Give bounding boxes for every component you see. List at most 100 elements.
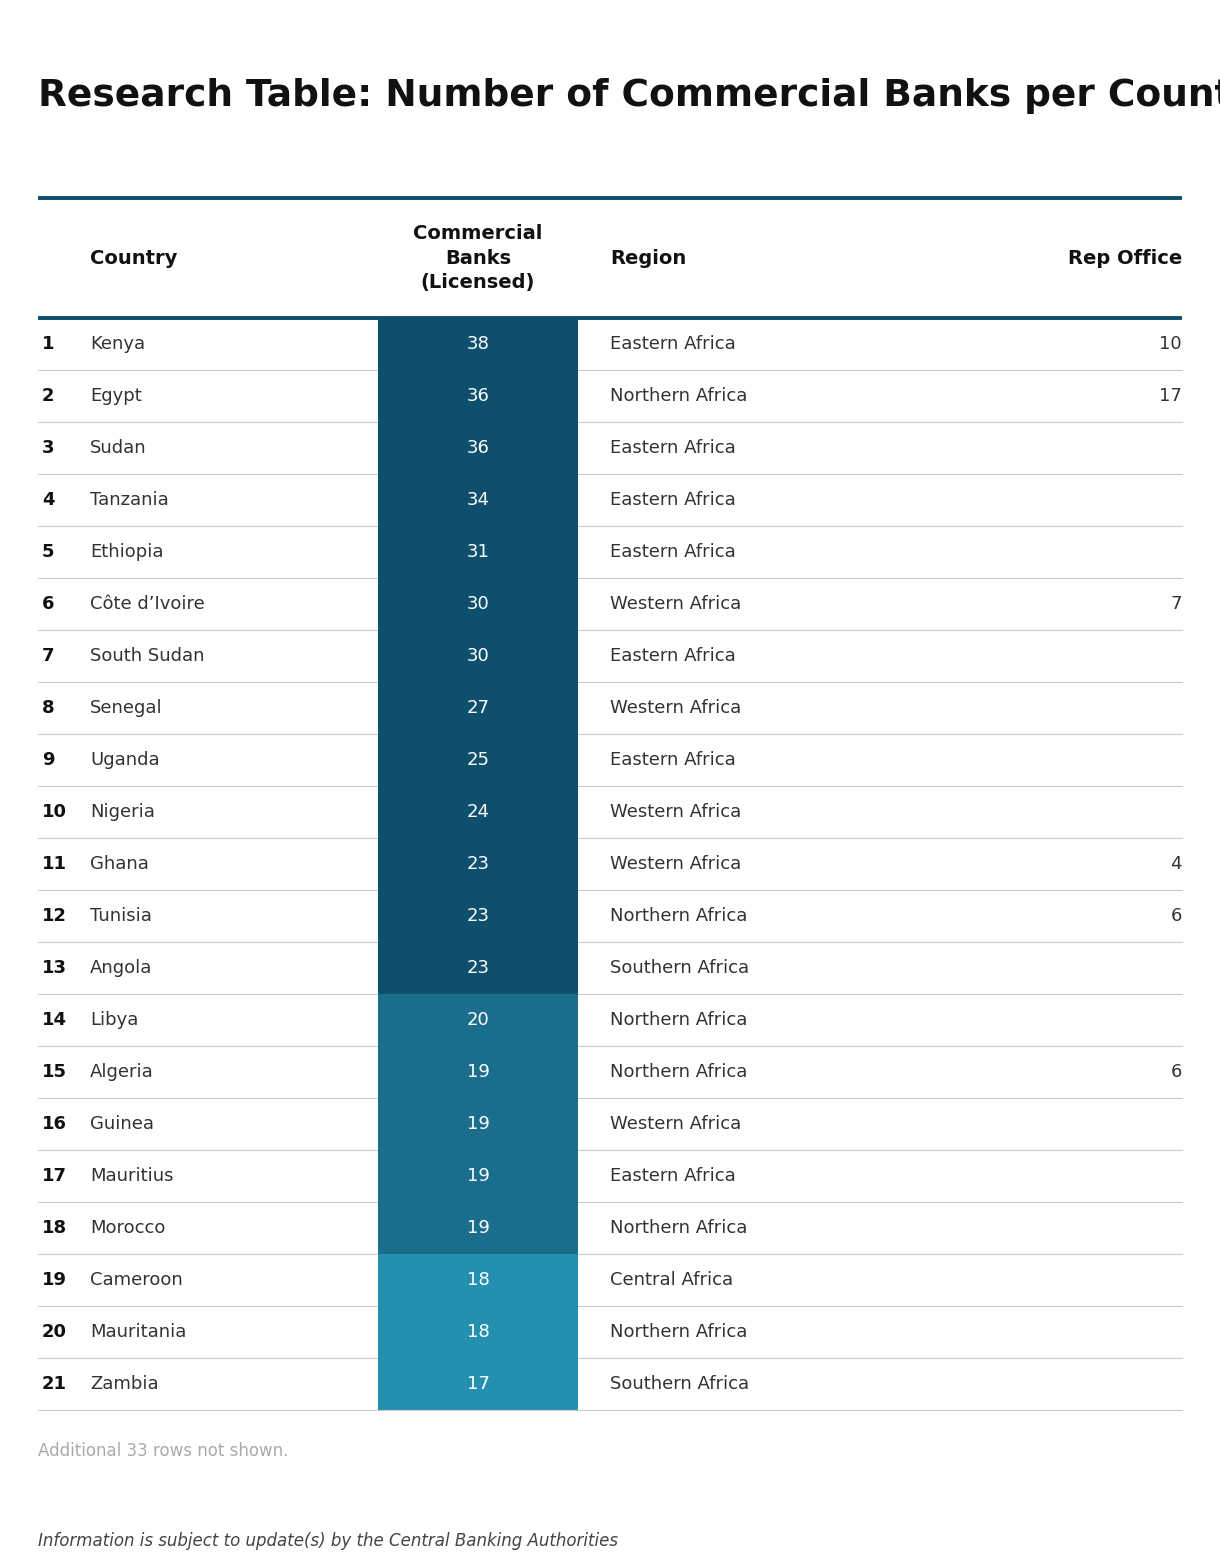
Text: 6: 6 bbox=[41, 594, 55, 613]
Bar bbox=[378, 994, 578, 1046]
Text: 19: 19 bbox=[466, 1115, 489, 1134]
Bar bbox=[378, 630, 578, 682]
Text: Eastern Africa: Eastern Africa bbox=[610, 1167, 736, 1185]
Text: Ethiopia: Ethiopia bbox=[90, 543, 163, 561]
Text: Uganda: Uganda bbox=[90, 751, 160, 768]
Text: Eastern Africa: Eastern Africa bbox=[610, 648, 736, 665]
Bar bbox=[378, 1306, 578, 1358]
Text: 7: 7 bbox=[1170, 594, 1182, 613]
Text: 30: 30 bbox=[466, 594, 489, 613]
Text: Research Table: Number of Commercial Banks per Country: Research Table: Number of Commercial Ban… bbox=[38, 78, 1220, 114]
Text: Algeria: Algeria bbox=[90, 1063, 154, 1080]
Text: 27: 27 bbox=[466, 699, 489, 717]
Bar bbox=[378, 1358, 578, 1410]
Text: 19: 19 bbox=[466, 1063, 489, 1080]
Text: Western Africa: Western Africa bbox=[610, 1115, 742, 1134]
Text: Sudan: Sudan bbox=[90, 439, 146, 456]
Text: Libya: Libya bbox=[90, 1011, 138, 1029]
Text: 38: 38 bbox=[466, 336, 489, 353]
Text: 31: 31 bbox=[466, 543, 489, 561]
Text: 34: 34 bbox=[466, 491, 489, 510]
Bar bbox=[378, 1254, 578, 1306]
Text: Southern Africa: Southern Africa bbox=[610, 960, 749, 977]
Text: 9: 9 bbox=[41, 751, 55, 768]
Text: Country: Country bbox=[90, 248, 177, 268]
Text: 10: 10 bbox=[1159, 336, 1182, 353]
Text: Northern Africa: Northern Africa bbox=[610, 387, 748, 405]
Text: 23: 23 bbox=[466, 855, 489, 873]
Text: 16: 16 bbox=[41, 1115, 67, 1134]
Text: Commercial
Banks
(Licensed): Commercial Banks (Licensed) bbox=[414, 224, 543, 292]
Bar bbox=[378, 422, 578, 474]
Text: 36: 36 bbox=[466, 439, 489, 456]
Text: 5: 5 bbox=[41, 543, 55, 561]
Text: 25: 25 bbox=[466, 751, 489, 768]
Text: Northern Africa: Northern Africa bbox=[610, 1011, 748, 1029]
Bar bbox=[378, 837, 578, 891]
Text: 15: 15 bbox=[41, 1063, 67, 1080]
Text: Guinea: Guinea bbox=[90, 1115, 154, 1134]
Text: Northern Africa: Northern Africa bbox=[610, 1323, 748, 1341]
Text: 18: 18 bbox=[41, 1218, 67, 1237]
Text: 2: 2 bbox=[41, 387, 55, 405]
Text: Information is subject to update(s) by the Central Banking Authorities: Information is subject to update(s) by t… bbox=[38, 1532, 619, 1551]
Text: Central Africa: Central Africa bbox=[610, 1272, 733, 1289]
Text: 19: 19 bbox=[41, 1272, 67, 1289]
Bar bbox=[378, 734, 578, 786]
Text: 4: 4 bbox=[41, 491, 55, 510]
Text: Mauritania: Mauritania bbox=[90, 1323, 187, 1341]
Text: 8: 8 bbox=[41, 699, 55, 717]
Text: Eastern Africa: Eastern Africa bbox=[610, 439, 736, 456]
Text: 18: 18 bbox=[466, 1323, 489, 1341]
Text: 18: 18 bbox=[466, 1272, 489, 1289]
Bar bbox=[378, 682, 578, 734]
Bar bbox=[378, 942, 578, 994]
Text: Egypt: Egypt bbox=[90, 387, 142, 405]
Text: 21: 21 bbox=[41, 1375, 67, 1392]
Text: 6: 6 bbox=[1171, 1063, 1182, 1080]
Bar bbox=[378, 1149, 578, 1203]
Bar bbox=[378, 891, 578, 942]
Text: Mauritius: Mauritius bbox=[90, 1167, 173, 1185]
Text: Rep Office: Rep Office bbox=[1068, 248, 1182, 268]
Text: 7: 7 bbox=[41, 648, 55, 665]
Text: Nigeria: Nigeria bbox=[90, 803, 155, 822]
Text: Morocco: Morocco bbox=[90, 1218, 166, 1237]
Text: Western Africa: Western Africa bbox=[610, 855, 742, 873]
Text: 20: 20 bbox=[466, 1011, 489, 1029]
Text: Eastern Africa: Eastern Africa bbox=[610, 751, 736, 768]
Text: Angola: Angola bbox=[90, 960, 152, 977]
Text: Senegal: Senegal bbox=[90, 699, 162, 717]
Bar bbox=[378, 474, 578, 525]
Bar bbox=[378, 318, 578, 370]
Text: 19: 19 bbox=[466, 1218, 489, 1237]
Text: Northern Africa: Northern Africa bbox=[610, 1218, 748, 1237]
Text: Northern Africa: Northern Africa bbox=[610, 906, 748, 925]
Bar bbox=[378, 1098, 578, 1149]
Text: 24: 24 bbox=[466, 803, 489, 822]
Text: Western Africa: Western Africa bbox=[610, 594, 742, 613]
Text: Eastern Africa: Eastern Africa bbox=[610, 543, 736, 561]
Text: 17: 17 bbox=[41, 1167, 67, 1185]
Text: 30: 30 bbox=[466, 648, 489, 665]
Text: 19: 19 bbox=[466, 1167, 489, 1185]
Text: Tanzania: Tanzania bbox=[90, 491, 168, 510]
Text: 17: 17 bbox=[1159, 387, 1182, 405]
Bar bbox=[378, 786, 578, 837]
Bar bbox=[378, 1046, 578, 1098]
Text: Kenya: Kenya bbox=[90, 336, 145, 353]
Bar bbox=[378, 370, 578, 422]
Text: 23: 23 bbox=[466, 960, 489, 977]
Text: 4: 4 bbox=[1170, 855, 1182, 873]
Text: Cameroon: Cameroon bbox=[90, 1272, 183, 1289]
Text: 20: 20 bbox=[41, 1323, 67, 1341]
Text: 17: 17 bbox=[466, 1375, 489, 1392]
Text: 11: 11 bbox=[41, 855, 67, 873]
Text: Ghana: Ghana bbox=[90, 855, 149, 873]
Text: Western Africa: Western Africa bbox=[610, 803, 742, 822]
Text: Zambia: Zambia bbox=[90, 1375, 159, 1392]
Text: 12: 12 bbox=[41, 906, 67, 925]
Text: Southern Africa: Southern Africa bbox=[610, 1375, 749, 1392]
Text: Tunisia: Tunisia bbox=[90, 906, 151, 925]
Text: 1: 1 bbox=[41, 336, 55, 353]
